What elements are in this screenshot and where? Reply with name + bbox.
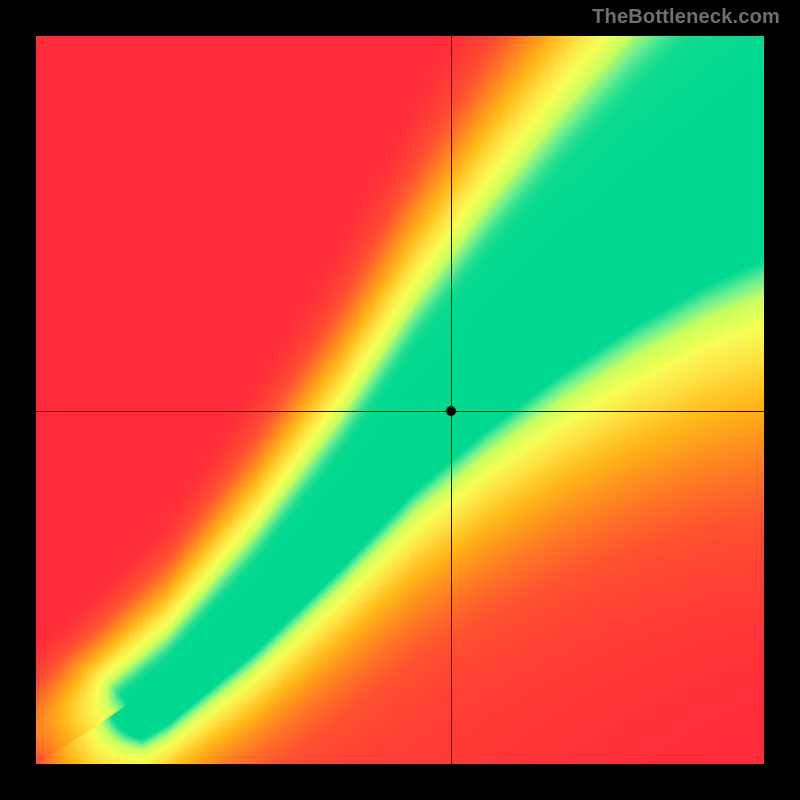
chart-container: TheBottleneck.com xyxy=(0,0,800,800)
crosshair-horizontal xyxy=(36,411,764,412)
watermark-text: TheBottleneck.com xyxy=(592,6,780,29)
crosshair-vertical xyxy=(451,36,452,764)
bottleneck-heatmap xyxy=(36,36,764,764)
plot-area xyxy=(36,36,764,764)
selection-marker-dot xyxy=(446,406,456,416)
